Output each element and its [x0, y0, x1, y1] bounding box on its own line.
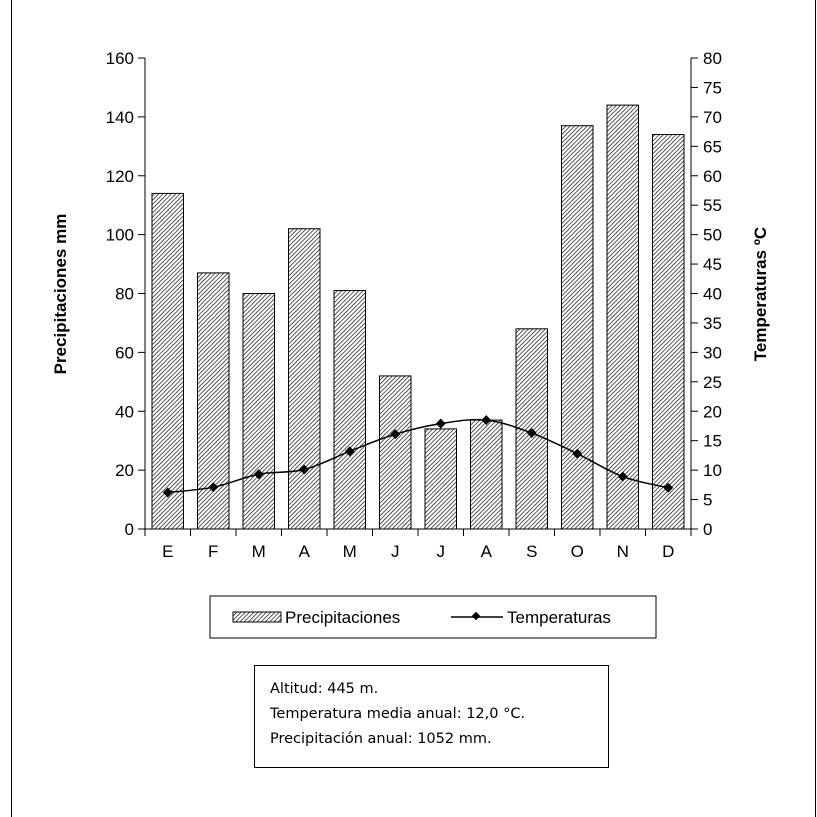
y2-tick-label: 45: [703, 255, 722, 274]
y2-tick-label: 5: [703, 491, 712, 510]
point-temperatura: [208, 482, 219, 493]
x-tick-label: S: [526, 542, 537, 561]
x-tick-label: D: [662, 542, 674, 561]
bar-precipitaciones: [151, 192, 184, 530]
y2-tick-label: 0: [703, 520, 712, 539]
bar-precipitaciones: [470, 419, 503, 530]
y-tick-label: 160: [106, 49, 134, 68]
x-tick-label: A: [481, 542, 493, 561]
legend-bar-swatch: [232, 611, 282, 623]
y2-tick-label: 55: [703, 196, 722, 215]
info-altitude: Altitud: 445 m.: [270, 681, 379, 697]
y2-tick-label: 75: [703, 78, 722, 97]
point-temperatura: [526, 428, 537, 438]
y-tick-label: 0: [125, 520, 134, 539]
x-tick-label: A: [299, 542, 311, 561]
bar-precipitaciones: [561, 125, 594, 530]
bar-precipitaciones: [652, 134, 685, 530]
bar-precipitaciones: [242, 293, 275, 530]
y2-tick-label: 35: [703, 314, 722, 333]
y-axis-title: Precipitaciones mm: [51, 214, 70, 375]
y-tick-label: 80: [115, 285, 134, 304]
legend-border: [209, 595, 657, 639]
y-tick-label: 140: [106, 108, 134, 127]
point-temperatura: [299, 464, 310, 475]
point-temperatura: [435, 418, 446, 429]
y-tick-label: 100: [106, 226, 134, 245]
point-temperatura: [663, 482, 674, 493]
y2-tick-label: 15: [703, 432, 722, 451]
y-tick-label: 20: [115, 461, 134, 480]
y2-tick-label: 70: [703, 108, 722, 127]
point-temperatura: [344, 446, 355, 457]
x-tick-label: J: [437, 542, 446, 561]
legend-label-temperaturas: Temperaturas: [507, 608, 611, 627]
legend-label-precipitaciones: Precipitaciones: [285, 608, 400, 627]
y2-tick-label: 25: [703, 373, 722, 392]
y2-tick-label: 20: [703, 402, 722, 421]
y2-tick-label: 50: [703, 226, 722, 245]
point-temperatura: [617, 471, 628, 482]
legend-marker: [471, 611, 481, 621]
point-temperatura: [481, 415, 492, 426]
x-tick-label: E: [162, 542, 173, 561]
point-temperatura: [572, 448, 583, 459]
y2-tick-label: 40: [703, 285, 722, 304]
x-tick-label: M: [252, 542, 266, 561]
info-box: Altitud: 445 m. Temperatura media anual:…: [254, 665, 609, 768]
point-temperatura: [162, 487, 173, 498]
info-mean-temperature: Temperatura media anual: 12,0 °C.: [270, 706, 526, 722]
info-annual-precipitation: Precipitación anual: 1052 mm.: [270, 731, 492, 747]
bar-precipitaciones: [288, 228, 321, 530]
y2-tick-label: 10: [703, 461, 722, 480]
y2-tick-label: 30: [703, 343, 722, 362]
x-tick-label: N: [617, 542, 629, 561]
bar-precipitaciones: [424, 428, 457, 530]
y-tick-label: 40: [115, 402, 134, 421]
legend: Precipitaciones Temperaturas: [209, 595, 657, 639]
y-tick-label: 120: [106, 167, 134, 186]
y2-axis-title: Temperaturas ºC: [751, 227, 770, 361]
x-tick-label: F: [208, 542, 218, 561]
y2-tick-label: 80: [703, 49, 722, 68]
bar-precipitaciones: [606, 104, 639, 530]
x-tick-label: J: [391, 542, 400, 561]
y-tick-label: 60: [115, 343, 134, 362]
page-frame: [11, 0, 816, 817]
climate-chart: 0 20 40 60 80 100 120 140 160 0 5 10 15 20 25 30 35 40 45 5…: [51, 49, 770, 639]
x-tick-label: M: [343, 542, 357, 561]
point-temperatura: [390, 429, 401, 440]
y2-tick-label: 60: [703, 167, 722, 186]
x-tick-label: O: [571, 542, 584, 561]
bar-precipitaciones: [333, 290, 366, 530]
bar-precipitaciones: [379, 375, 412, 530]
y2-tick-label: 65: [703, 137, 722, 156]
